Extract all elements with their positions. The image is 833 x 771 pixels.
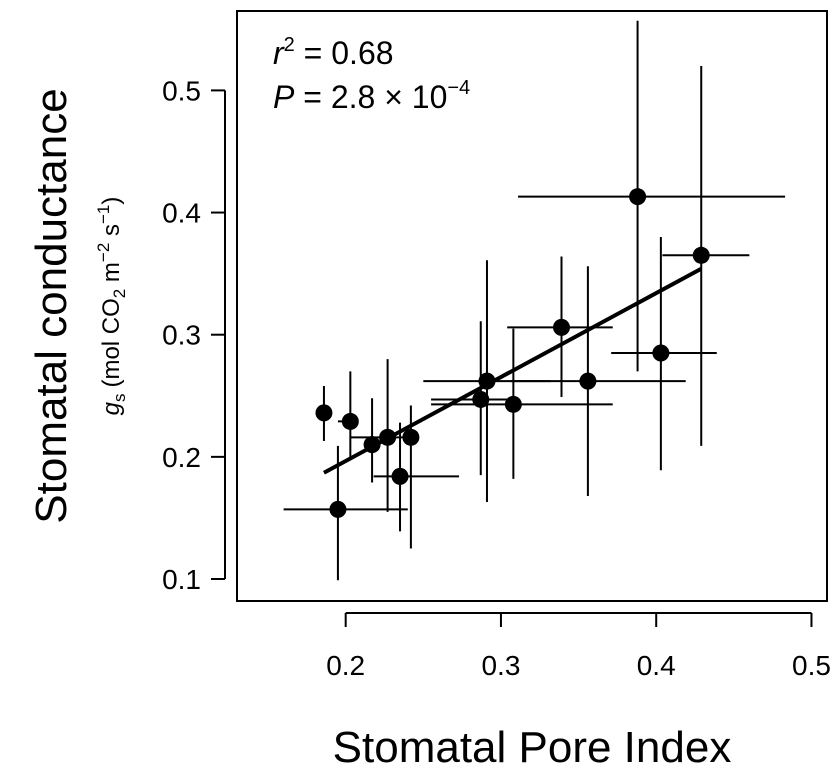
data-point <box>504 395 522 413</box>
y-tick-label: 0.1 <box>162 564 201 595</box>
y-tick-label: 0.5 <box>162 75 201 106</box>
p-value-annotation: P = 2.8 × 10−4 <box>273 77 470 115</box>
data-point <box>579 372 597 390</box>
y-axis: 0.1 0.2 0.3 0.4 0.5 <box>162 75 226 595</box>
y-tick-label: 0.2 <box>162 442 201 473</box>
x-axis: 0.2 0.3 0.4 0.5 <box>326 612 831 681</box>
data-point <box>329 500 347 518</box>
data-point <box>341 412 359 430</box>
plot-frame <box>236 10 828 602</box>
data-point <box>553 318 570 336</box>
y-axis-subtitle: gs(mol CO2 m−2 s−1) <box>94 197 129 416</box>
x-tick-label: 0.5 <box>792 650 831 681</box>
x-axis-title: Stomatal Pore Index <box>333 723 732 771</box>
data-point <box>472 390 490 408</box>
y-axis-title: Stomatal conductance <box>27 88 76 523</box>
data-point <box>629 188 647 206</box>
x-tick-label: 0.2 <box>326 650 365 681</box>
r-squared-annotation: r2 = 0.68 <box>273 34 394 71</box>
data-point <box>652 344 670 362</box>
data-point <box>402 428 420 446</box>
data-points <box>315 188 710 518</box>
x-tick-label: 0.3 <box>481 650 520 681</box>
data-point <box>315 404 333 422</box>
x-tick-label: 0.4 <box>637 650 676 681</box>
data-point <box>391 467 409 485</box>
data-point <box>363 436 381 454</box>
data-point <box>478 372 496 390</box>
data-point <box>692 246 710 264</box>
data-point <box>379 428 397 446</box>
y-tick-label: 0.4 <box>162 198 201 229</box>
y-tick-label: 0.3 <box>162 320 201 351</box>
